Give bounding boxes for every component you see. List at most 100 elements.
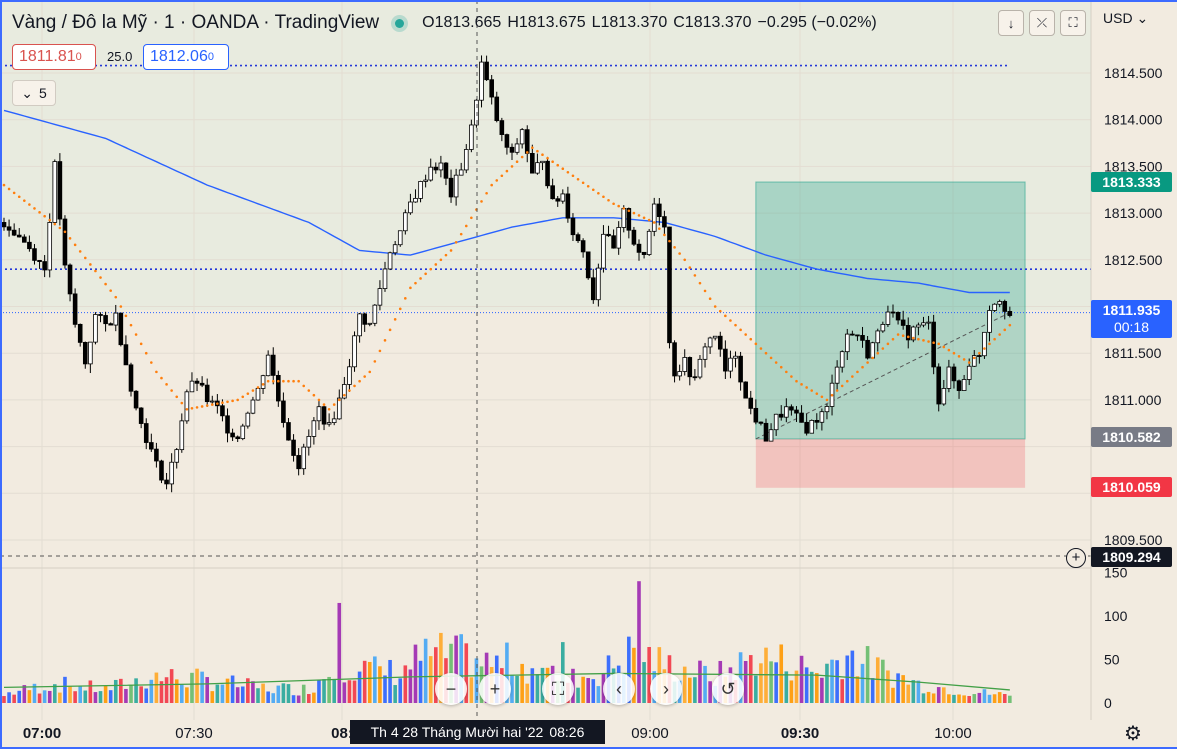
fullscreen-icon[interactable]: ⛶ xyxy=(1060,10,1086,36)
volume-bar xyxy=(32,683,37,703)
sar-dot xyxy=(602,195,605,199)
sar-dot xyxy=(33,207,36,210)
time-axis[interactable]: 07:00 07:30 08: 09:00 09:30 10:00 xyxy=(23,725,972,742)
sar-dot xyxy=(983,347,986,350)
volume-bar xyxy=(180,684,184,703)
volume-tick-label: 0 xyxy=(1104,695,1112,711)
sar-dot xyxy=(216,402,219,405)
volume-bar xyxy=(291,695,296,703)
add-plus-icon[interactable]: + xyxy=(1066,548,1086,568)
gear-icon[interactable]: ⚙ xyxy=(1124,723,1142,745)
volume-bar xyxy=(98,691,103,703)
volume-bar xyxy=(357,671,362,703)
candle-up xyxy=(52,161,58,223)
sar-dot xyxy=(525,151,529,154)
fit-screen-icon[interactable]: ⛶ xyxy=(542,673,574,705)
buy-button[interactable]: 1812.06 0 xyxy=(143,44,229,70)
candle-down xyxy=(118,312,124,346)
candle-down xyxy=(98,314,103,316)
sar-dot xyxy=(480,200,483,203)
candle-up xyxy=(621,208,627,228)
reset-icon[interactable]: ↺ xyxy=(712,673,744,705)
candle-down xyxy=(11,229,17,236)
volume-bar xyxy=(215,684,220,703)
price-axis[interactable]: 1814.500 1814.000 1813.500 1813.000 1812.500… xyxy=(1104,65,1163,548)
sar-dot xyxy=(58,226,62,230)
candle-up xyxy=(946,366,952,389)
volume-bar xyxy=(210,691,215,703)
scroll-left-icon[interactable]: ‹ xyxy=(603,673,635,705)
sar-dot xyxy=(485,191,488,195)
buy-price-sup: 0 xyxy=(207,51,214,63)
candle-up xyxy=(428,166,434,181)
sar-dot xyxy=(561,167,565,171)
candle-down xyxy=(900,319,906,326)
long-position-tool[interactable] xyxy=(755,181,1026,488)
zoom-out-icon[interactable]: − xyxy=(435,673,467,705)
candle-down xyxy=(270,354,276,376)
sar-dot xyxy=(378,349,382,353)
volume-bar xyxy=(235,687,240,703)
sar-dot xyxy=(835,389,839,392)
currency-selector[interactable]: USD ⌄ xyxy=(1103,10,1148,27)
candle-up xyxy=(336,397,342,420)
volume-bar xyxy=(627,636,631,703)
candle-down xyxy=(499,120,505,135)
target-price-badge: 1813.333 xyxy=(1091,172,1172,192)
volume-bar xyxy=(820,677,824,703)
sar-dot xyxy=(551,160,554,164)
volume-bar xyxy=(637,581,641,703)
sar-dot xyxy=(749,337,753,341)
crosshair-time-label: Th 4 28 Tháng Mười hai '22 08:26 xyxy=(350,720,605,744)
volume-bar xyxy=(794,670,799,703)
candle-down xyxy=(611,235,616,249)
volume-bar xyxy=(682,666,687,703)
indicators-toggle[interactable]: ⌄ 5 xyxy=(12,80,56,106)
sar-dot xyxy=(785,370,788,374)
candle-down xyxy=(27,241,32,250)
scroll-right-icon[interactable]: › xyxy=(650,673,682,705)
volume-bar xyxy=(708,681,712,703)
sar-dot xyxy=(978,351,981,355)
sar-dot xyxy=(165,383,168,386)
candle-up xyxy=(809,419,815,434)
volume-bar xyxy=(865,646,870,703)
candle-down xyxy=(6,226,12,231)
volume-bar xyxy=(525,683,530,703)
candle-up xyxy=(677,371,682,377)
volume-bar xyxy=(459,634,463,703)
sar-dot xyxy=(886,342,890,346)
volume-bar xyxy=(27,690,32,703)
sar-dot xyxy=(124,314,128,318)
candle-up xyxy=(403,212,408,232)
volume-bar xyxy=(942,687,946,703)
volume-bar xyxy=(901,675,905,703)
volume-bar xyxy=(332,678,336,703)
volume-bar xyxy=(520,663,524,703)
zoom-in-icon[interactable]: + xyxy=(479,673,511,705)
candle-down xyxy=(814,419,820,423)
price-tick-label: 1811.000 xyxy=(1104,392,1162,408)
price-tick-label: 1812.500 xyxy=(1104,252,1163,268)
sar-dot xyxy=(261,383,265,386)
candle-up xyxy=(728,357,733,372)
sell-button[interactable]: 1811.81 0 xyxy=(12,44,96,70)
arrow-down-icon[interactable]: ↓ xyxy=(998,10,1024,36)
volume-bar xyxy=(119,678,123,703)
candle-down xyxy=(82,341,88,365)
target-price: 1813.333 xyxy=(1102,174,1161,190)
volume-bar xyxy=(63,676,67,703)
volume-bar xyxy=(139,686,143,703)
symbol-title[interactable]: Vàng / Đô la Mỹ · 1 · OANDA · TradingVie… xyxy=(12,12,380,33)
collapse-icon[interactable]: ⤫ xyxy=(1029,10,1055,36)
candle-down xyxy=(22,236,27,243)
sar-dot xyxy=(917,337,920,341)
candle-down xyxy=(77,323,83,343)
candle-down xyxy=(738,355,743,383)
price-tick-label: 1814.000 xyxy=(1104,112,1163,128)
sar-dot xyxy=(820,395,824,399)
sar-dot xyxy=(866,361,869,364)
indicators-count: 5 xyxy=(38,85,47,101)
